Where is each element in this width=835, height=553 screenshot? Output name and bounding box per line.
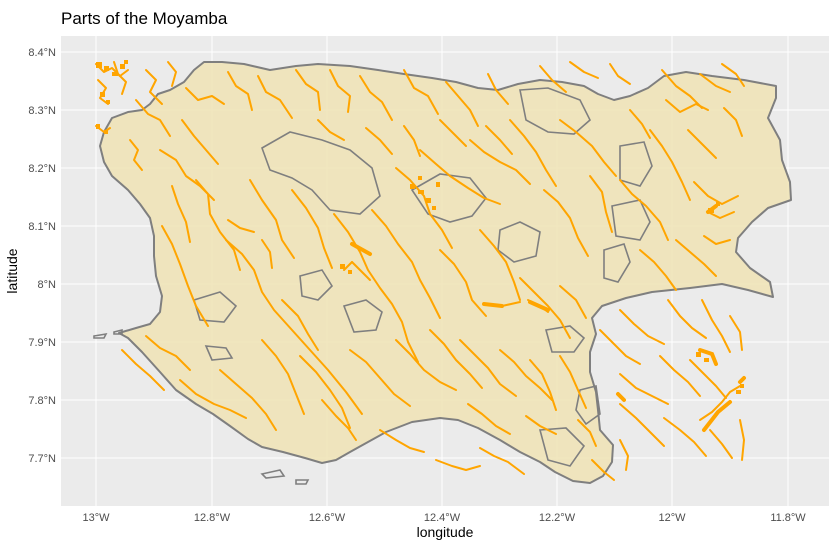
x-axis-title: longitude (417, 524, 474, 540)
x-tick-label: 12.2°W (539, 512, 576, 524)
y-tick-label: 8.4°N (28, 47, 56, 59)
y-axis-title: latitude (4, 248, 20, 293)
y-tick-label: 7.7°N (28, 453, 56, 465)
x-tick-label: 12.6°W (309, 512, 346, 524)
x-axis: 13°W 12.8°W 12.6°W 12.4°W 12.2°W 12°W 11… (82, 512, 806, 524)
x-tick-label: 12.4°W (424, 512, 461, 524)
y-tick-label: 8.2°N (28, 163, 56, 175)
y-tick-label: 8.3°N (28, 105, 56, 117)
district-boundary (99, 61, 792, 484)
x-tick-label: 12.8°W (194, 512, 231, 524)
x-tick-label: 11.8°W (770, 512, 806, 524)
x-tick-label: 13°W (82, 512, 110, 524)
y-tick-label: 8.1°N (28, 221, 56, 233)
y-tick-label: 8°N (38, 279, 57, 291)
map-title: Parts of the Moyamba (61, 9, 228, 28)
x-tick-label: 12°W (658, 512, 686, 524)
y-axis: 8.4°N 8.3°N 8.2°N 8.1°N 8°N 7.9°N 7.8°N … (28, 47, 56, 465)
inner-boundaries (93, 87, 653, 485)
y-tick-label: 7.9°N (28, 337, 56, 349)
waterways (95, 61, 745, 481)
y-tick-label: 7.8°N (28, 395, 56, 407)
waterway-clusters (96, 60, 744, 394)
